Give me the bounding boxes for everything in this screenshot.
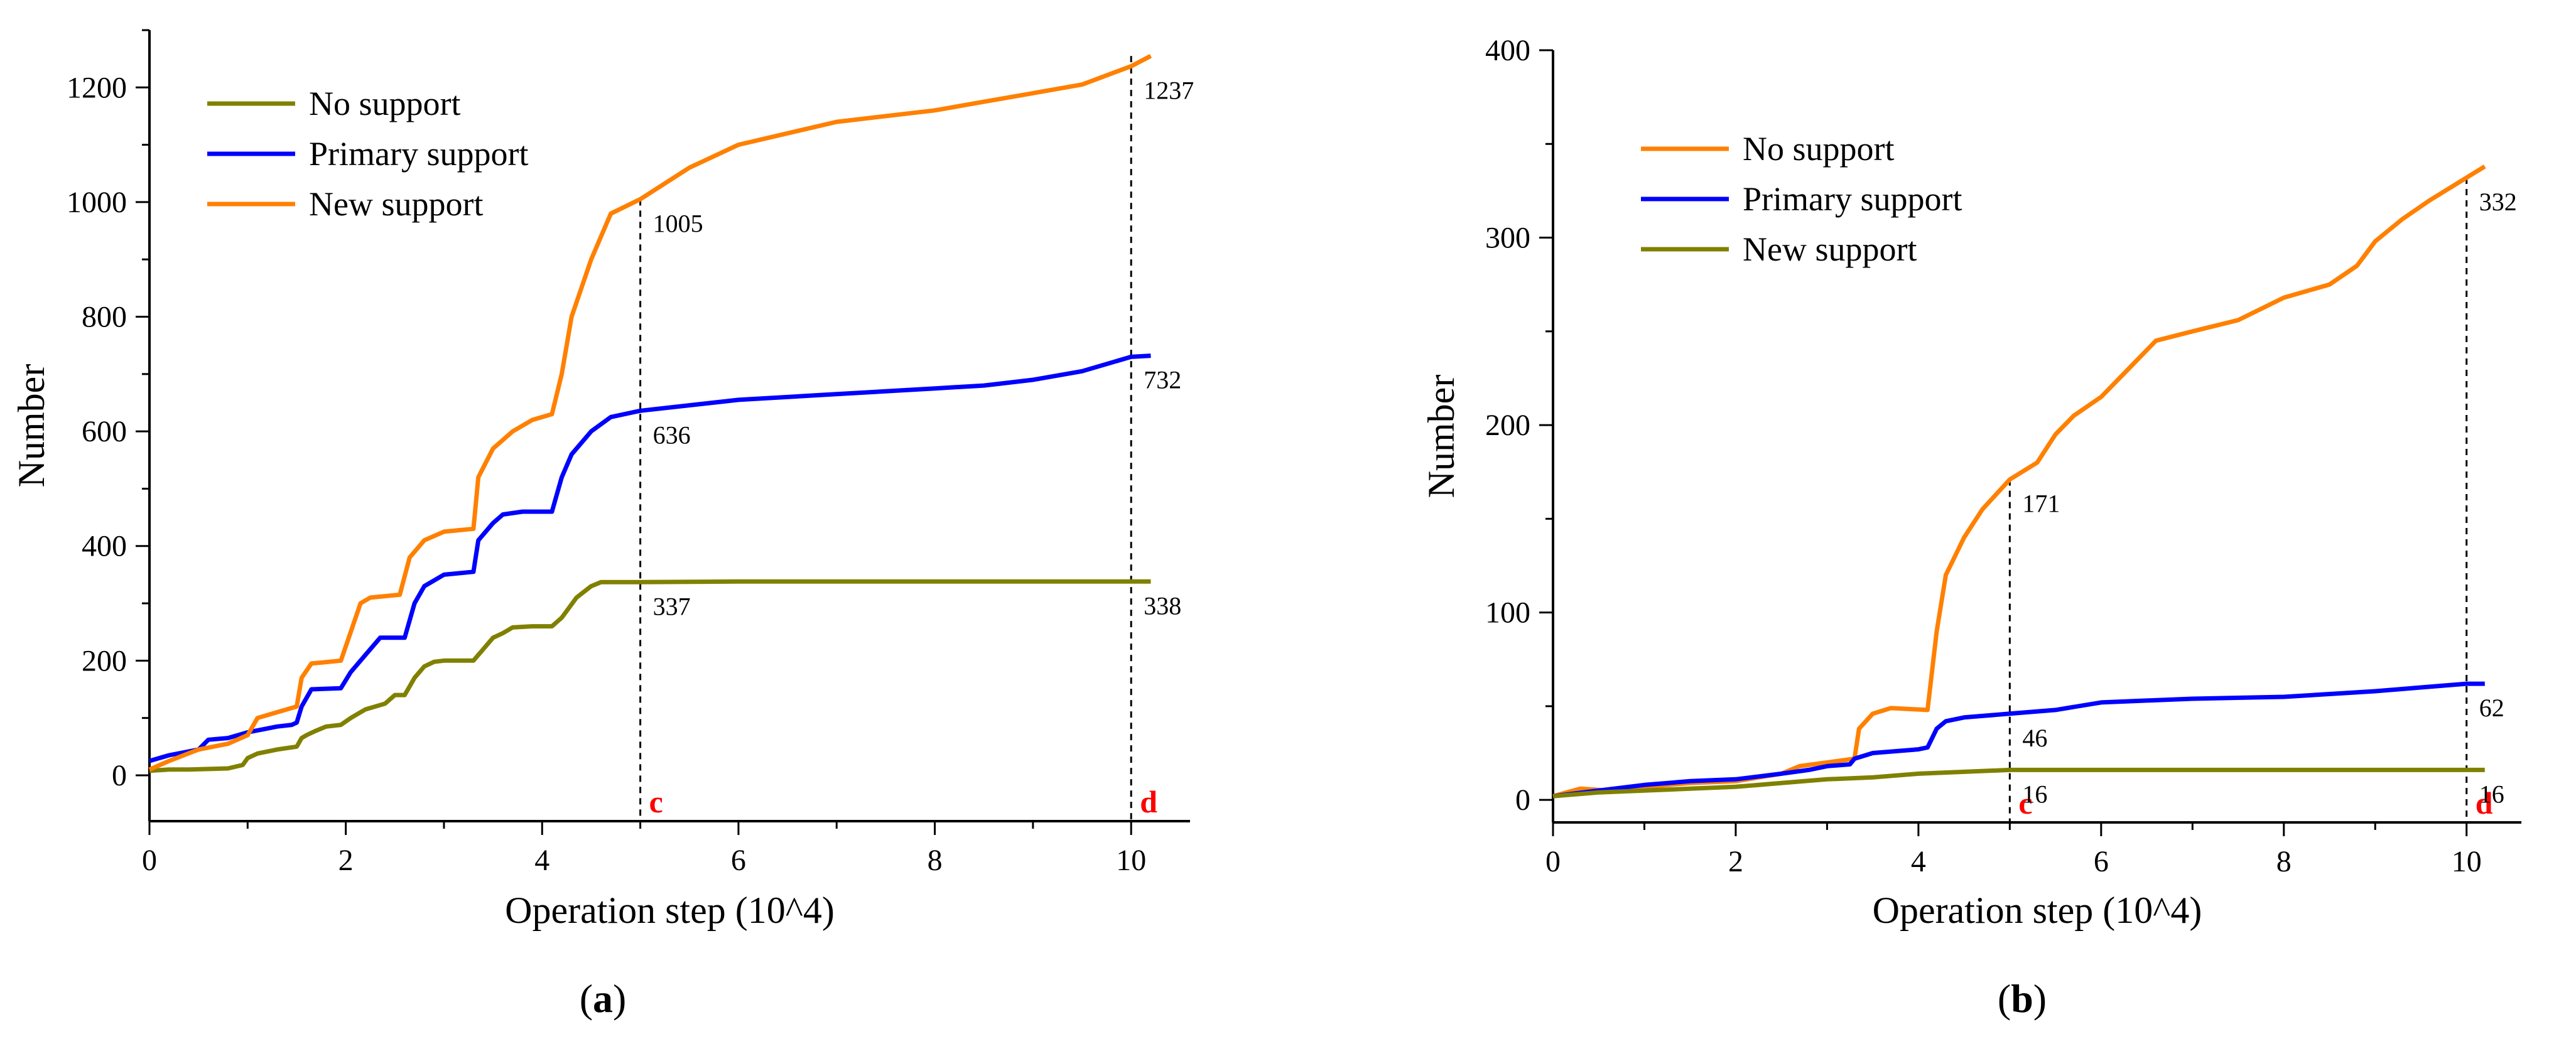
panel-b-y-tick-label: 300	[1485, 222, 1530, 255]
panel-b-series-new-support	[1552, 767, 2485, 799]
panel-b-y-tick-label: 100	[1485, 596, 1530, 630]
panel-a-y-tick-label: 200	[82, 644, 127, 677]
panel-a-x-tick-label: 10	[1116, 844, 1146, 877]
panel-b-x-axis-title: Operation step (10^4)	[1873, 890, 2202, 931]
panel-a-x-tick-label: 2	[338, 844, 354, 877]
panel-a-x-tick-label: 4	[534, 844, 549, 877]
panel-a-value-label: 1005	[653, 209, 703, 237]
panel-b-value-label: 332	[2479, 188, 2517, 216]
panel-b-x-tick-label: 10	[2452, 845, 2482, 878]
panel-b-y-axis-title: Number	[1421, 375, 1462, 498]
panel-a-series-new-support	[148, 53, 1152, 772]
panel-b-y-tick-label: 0	[1515, 783, 1530, 817]
panel-a-x-axis-title: Operation step (10^4)	[505, 890, 835, 931]
panel-b-x-tick-label: 0	[1545, 845, 1561, 878]
panel-b-series-primary-support	[1552, 681, 2485, 799]
panel-a-value-label: 338	[1144, 591, 1181, 620]
panel-a-legend: No support Primary support New support	[207, 85, 528, 223]
panel-a-y-tick-label: 400	[82, 530, 127, 563]
panel-a-y-tick-label: 1000	[67, 186, 127, 219]
panel-a-series-primary-support	[149, 353, 1151, 763]
panel-a-x-tick-label: 8	[928, 844, 943, 877]
panel-b-value-label: 16	[2022, 780, 2047, 808]
panel-b-value-label: 16	[2479, 780, 2504, 808]
panel-a-marker-d: d	[1140, 784, 1157, 819]
panel-a-panel-label: (a)	[580, 976, 627, 1021]
panel-b-x-tick-label: 4	[1911, 845, 1926, 878]
panel-a-x-tick-label: 0	[142, 844, 157, 877]
panel-a-value-label: 337	[653, 592, 691, 620]
panel-b-x-tick-label: 8	[2276, 845, 2292, 878]
panel-b-legend-label-primary-support: Primary support	[1743, 180, 1962, 218]
panel-b-value-label: 171	[2022, 490, 2060, 518]
panel-a-series-no-support	[149, 579, 1151, 773]
panel-b-legend-label-new-support: New support	[1743, 230, 1917, 268]
panel-b-x-tick-label: 6	[2094, 845, 2109, 878]
panel-b-x-tick-label: 2	[1728, 845, 1743, 878]
panel-a-y-tick-label: 800	[82, 301, 127, 334]
panel-a-y-tick-label: 0	[112, 759, 127, 792]
panel-a-legend-label-new-support: New support	[309, 185, 483, 223]
panel-a-legend-label-primary-support: Primary support	[309, 135, 528, 173]
panel-b-y-tick-label: 400	[1485, 34, 1530, 67]
panel-b-value-label: 62	[2479, 694, 2504, 722]
panel-b-y-tick-label: 200	[1485, 409, 1530, 442]
panel-b-legend: No support Primary support New support	[1641, 130, 1962, 268]
panel-a-y-tick-label: 1200	[67, 71, 127, 104]
panel-a-x-tick-label: 6	[731, 844, 746, 877]
panel-a-marker-c: c	[649, 784, 663, 819]
panel-a-chart: 0 2 4 6 8 10 0 200 400 600 800 1000 1200 Operation st…	[11, 29, 1194, 1021]
panel-b-value-label: 46	[2022, 724, 2047, 752]
panel-a-y-tick-label: 600	[82, 415, 127, 448]
panel-b-marker-d: d	[2476, 785, 2493, 821]
panel-a-value-label: 1237	[1144, 77, 1194, 105]
panel-b-legend-label-no-support: No support	[1743, 130, 1895, 168]
panel-a-legend-label-no-support: No support	[309, 85, 461, 122]
panel-a-value-label: 636	[653, 421, 691, 449]
panel-b-marker-c: c	[2018, 785, 2032, 821]
panel-a-value-label: 732	[1144, 366, 1181, 394]
panel-a-y-axis-title: Number	[11, 364, 52, 488]
panel-b-series-no-support	[1552, 164, 2486, 799]
panel-b-panel-label: (b)	[1998, 976, 2047, 1021]
